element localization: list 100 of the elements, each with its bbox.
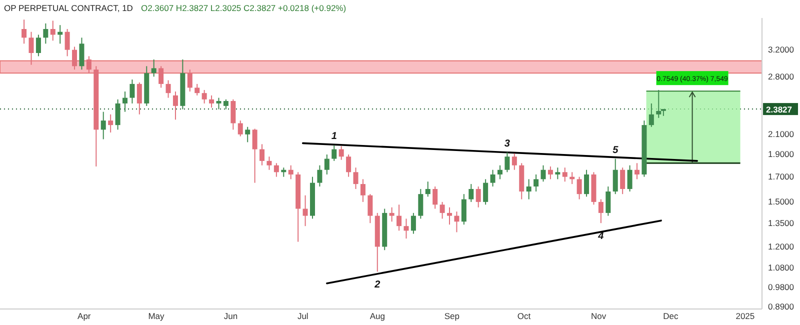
candlestick [252, 128, 258, 184]
x-tick-label: 2025 [736, 311, 755, 322]
y-tick-label: 1.2000 [768, 241, 794, 252]
chart-title: OP PERPETUAL CONTRACT, 1D [4, 3, 133, 13]
x-tick-label: Dec [663, 311, 679, 322]
candlestick [353, 167, 358, 190]
x-tick-label: Oct [517, 311, 532, 322]
y-tick-label: 3.2000 [768, 44, 794, 55]
annotation: 1 [331, 131, 338, 142]
candlestick [440, 201, 445, 220]
candlestick [194, 83, 200, 96]
candlestick [100, 111, 106, 140]
x-tick-label: Jul [297, 311, 308, 322]
candlestick [245, 126, 250, 143]
candlestick [50, 20, 56, 42]
candlestick [108, 114, 114, 133]
candlestick [497, 164, 502, 180]
candlestick [302, 194, 308, 227]
candlestick [410, 212, 416, 234]
candlestick [317, 164, 322, 187]
y-tick-label: 0.8900 [768, 301, 794, 312]
y-tick-label: 1.0800 [768, 262, 794, 273]
candlestick [338, 146, 344, 160]
candlestick [447, 206, 452, 226]
annotation: 5 [612, 144, 619, 156]
candlestick [562, 167, 568, 182]
candlestick [130, 79, 135, 104]
candlestick [627, 164, 632, 192]
candlestick [79, 37, 84, 70]
candlestick [534, 174, 539, 192]
candlestick [454, 211, 460, 233]
candlestick [490, 169, 496, 187]
ref-line-label: 2.3827 [766, 104, 792, 115]
candlestick [332, 144, 337, 162]
candlestick [468, 184, 474, 202]
candlestick [230, 98, 236, 130]
candlestick [223, 98, 228, 110]
candlestick [612, 158, 618, 195]
candlestick [418, 188, 424, 220]
candlestick [540, 164, 546, 182]
candlestick [512, 152, 517, 170]
annotation: 2 [374, 280, 381, 291]
y-tick-label: 0.9800 [768, 282, 794, 292]
candlestick [548, 166, 553, 180]
y-tick-label: 2.1000 [768, 129, 794, 140]
candlestick [166, 80, 171, 98]
x-tick-label: Sep [444, 311, 460, 322]
candlestick [136, 82, 142, 115]
y-tick-label: 1.7000 [768, 172, 794, 182]
x-tick-label: Aug [370, 311, 386, 322]
x-tick-label: May [148, 311, 166, 322]
candlestick [238, 120, 243, 137]
candlestick [404, 218, 409, 240]
candlestick [576, 176, 582, 200]
y-tick-label: 1.9000 [768, 149, 794, 160]
candlestick [266, 156, 272, 170]
candlestick [606, 186, 611, 216]
candlestick [346, 154, 352, 178]
candlestick [389, 206, 394, 222]
candlestick [598, 198, 604, 224]
candlestick [461, 194, 466, 226]
candlestick [432, 186, 438, 210]
candlestick [274, 162, 279, 178]
candlestick [151, 58, 156, 78]
candlestick [620, 167, 626, 195]
candlestick [324, 154, 330, 175]
candlestick [172, 91, 178, 120]
x-tick-label: Apr [78, 311, 91, 322]
candlestick [209, 94, 214, 108]
candlestick [43, 22, 48, 44]
candlestick [22, 19, 27, 44]
candlestick [555, 167, 560, 180]
candlestick [648, 102, 654, 128]
candlestick [115, 98, 120, 130]
candlestick [504, 152, 510, 173]
annotation: 4 [597, 231, 604, 242]
candlestick [360, 178, 366, 202]
candlestick [288, 164, 294, 180]
candlestick [526, 178, 532, 200]
candlestick [216, 97, 222, 110]
candlestick [634, 162, 640, 180]
candlestick [64, 28, 70, 57]
chart-subtitle: O2.3607 H2.3827 L2.3025 C2.3827 +0.0218 (+0.92%) [140, 3, 346, 13]
y-tick-label: 1.3500 [768, 218, 794, 228]
x-tick-label: Nov [590, 311, 607, 322]
candlestick [202, 89, 207, 104]
candlestick [36, 34, 41, 57]
candlestick [425, 181, 430, 198]
candlestick [122, 91, 128, 112]
candlestick [396, 204, 402, 232]
candlestick [584, 169, 590, 198]
candlestick [368, 194, 373, 224]
y-tick-label: 1.5000 [768, 196, 794, 207]
candlestick [656, 89, 662, 118]
candlestick [476, 186, 481, 208]
candlestick [483, 178, 488, 206]
annotation: 3 [504, 138, 510, 150]
y-tick-label: 2.8000 [768, 71, 794, 82]
candlestick [260, 144, 265, 166]
x-tick-label: Jun [224, 311, 238, 322]
